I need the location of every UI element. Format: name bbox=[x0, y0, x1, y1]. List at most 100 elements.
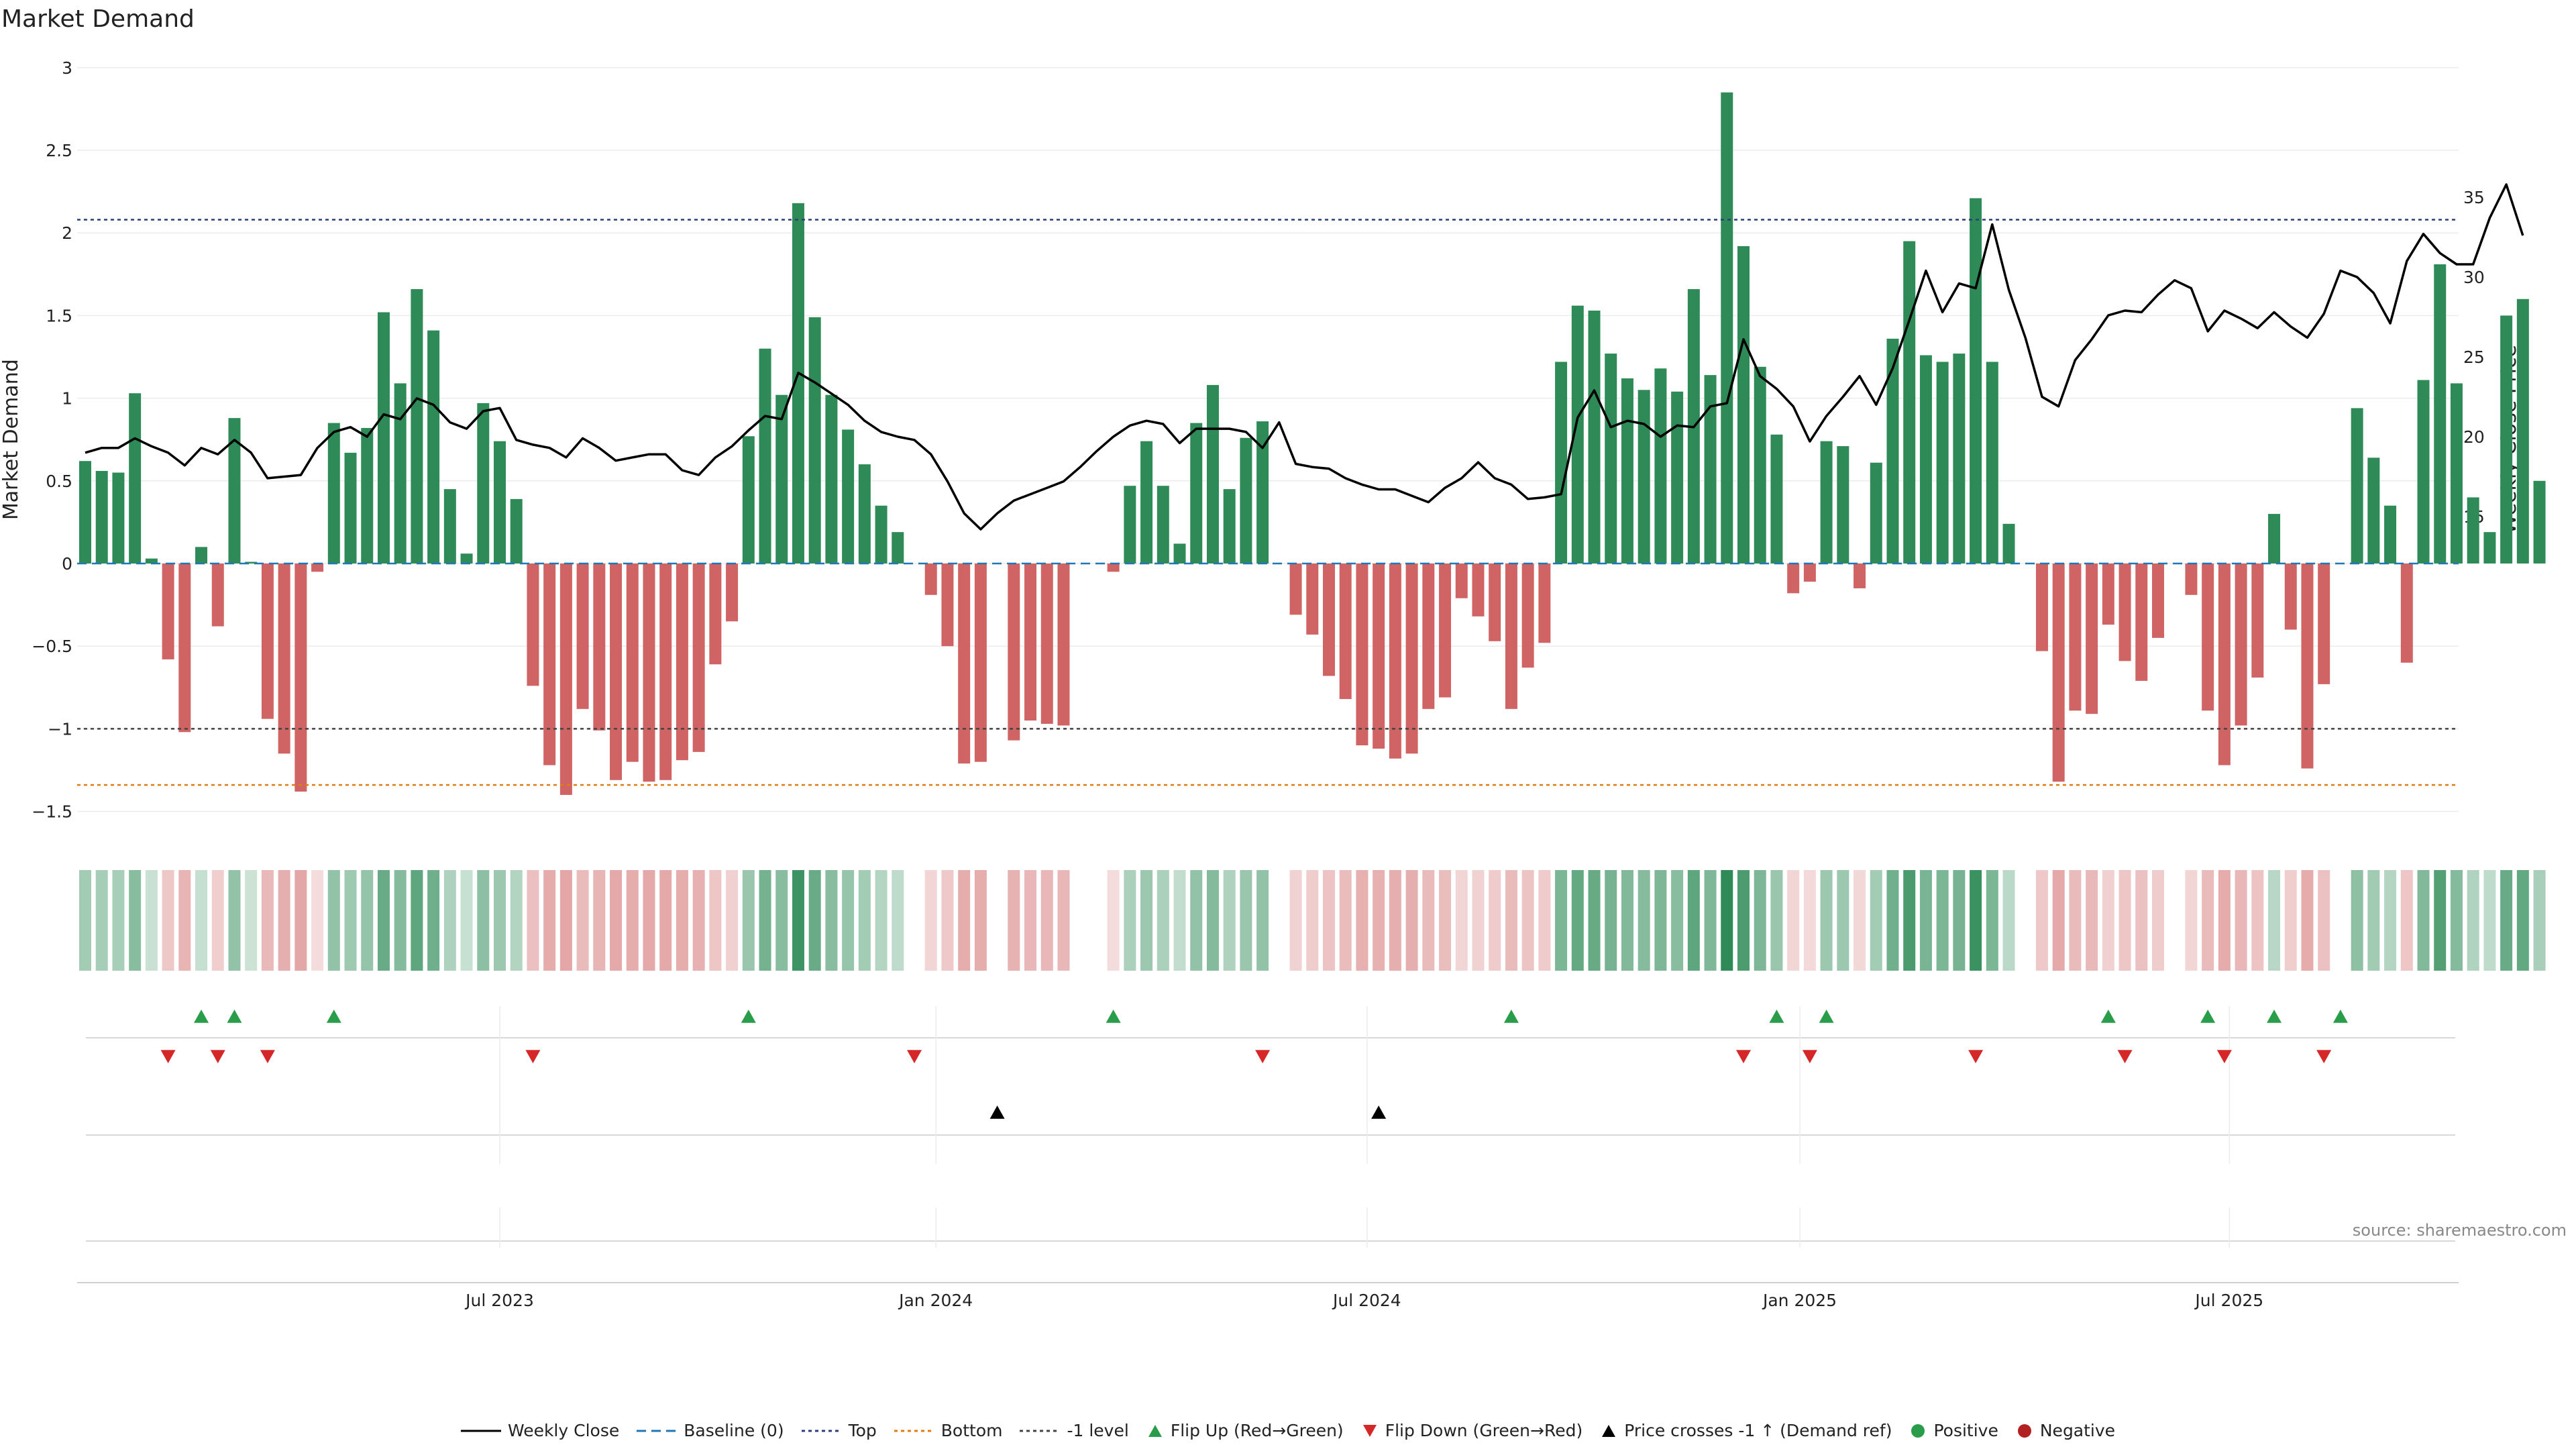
demand-heat-cell bbox=[361, 870, 373, 971]
demand-bar bbox=[743, 436, 755, 564]
demand-heat-cell bbox=[178, 870, 191, 971]
demand-bar bbox=[825, 395, 837, 564]
demand-heat-cell bbox=[444, 870, 456, 971]
y-tick-label: 2.5 bbox=[46, 141, 72, 160]
demand-bar bbox=[1190, 423, 1202, 564]
demand-heat-cell bbox=[1920, 870, 1932, 971]
demand-heat-cell bbox=[511, 870, 523, 971]
flip-up-marker bbox=[327, 1010, 341, 1023]
demand-bar bbox=[1439, 564, 1451, 698]
demand-bar bbox=[627, 564, 639, 762]
demand-heat-cell bbox=[2152, 870, 2164, 971]
demand-bar bbox=[1041, 564, 1053, 724]
flip-down-marker bbox=[2118, 1050, 2133, 1063]
demand-bar bbox=[328, 423, 340, 564]
y-tick-label: 0.5 bbox=[46, 472, 72, 491]
demand-bar bbox=[1340, 564, 1352, 699]
demand-heat-cell bbox=[494, 870, 506, 971]
legend-item: Flip Up (Red→Green) bbox=[1146, 1421, 1344, 1440]
demand-bar bbox=[494, 441, 506, 564]
demand-heat-cell bbox=[775, 870, 788, 971]
demand-bar bbox=[958, 564, 970, 763]
flip-up-marker bbox=[194, 1010, 209, 1023]
demand-heat-cell bbox=[411, 870, 423, 971]
demand-heat-cell bbox=[1754, 870, 1766, 971]
demand-bar bbox=[1240, 438, 1252, 564]
demand-bar bbox=[2069, 564, 2081, 710]
demand-heat-cell bbox=[2268, 870, 2280, 971]
legend-swatch-icon bbox=[637, 1422, 677, 1440]
demand-heat-cell bbox=[875, 870, 888, 971]
demand-heat-cell bbox=[2135, 870, 2147, 971]
demand-heat-cell bbox=[1688, 870, 1700, 971]
legend-swatch-icon bbox=[2016, 1422, 2033, 1440]
y-tick-label: 1.5 bbox=[46, 306, 72, 325]
demand-bar bbox=[643, 564, 655, 782]
demand-bar bbox=[212, 564, 224, 627]
demand-heat-cell bbox=[1787, 870, 1799, 971]
demand-bar bbox=[1970, 198, 1982, 564]
legend-swatch-icon bbox=[1909, 1422, 1927, 1440]
demand-heat-cell bbox=[693, 870, 705, 971]
demand-heat-cell bbox=[112, 870, 124, 971]
demand-bar bbox=[1621, 378, 1633, 564]
demand-heat-cell bbox=[1108, 870, 1120, 971]
demand-heat-cell bbox=[1008, 870, 1020, 971]
demand-bar bbox=[1505, 564, 1517, 709]
demand-heat-cell bbox=[212, 870, 224, 971]
demand-heat-cell bbox=[1605, 870, 1617, 971]
flip-down-marker bbox=[1968, 1050, 1983, 1063]
demand-heat-cell bbox=[593, 870, 605, 971]
demand-bar bbox=[2483, 532, 2496, 564]
demand-bar bbox=[1207, 385, 1219, 564]
demand-bar bbox=[875, 506, 888, 564]
demand-heat-cell bbox=[1190, 870, 1202, 971]
legend-item: Bottom bbox=[894, 1421, 1003, 1440]
demand-bar bbox=[2218, 564, 2231, 765]
demand-heat-cell bbox=[1389, 870, 1401, 971]
demand-heat-cell bbox=[1306, 870, 1318, 971]
demand-bar bbox=[2534, 481, 2546, 564]
demand-heat-cell bbox=[2069, 870, 2081, 971]
y-tick-label: 1 bbox=[62, 389, 72, 409]
demand-bar bbox=[543, 564, 555, 765]
demand-heat-cell bbox=[1041, 870, 1053, 971]
demand-heat-cell bbox=[2086, 870, 2098, 971]
demand-heat-cell bbox=[1422, 870, 1434, 971]
flip-down-marker bbox=[1255, 1050, 1270, 1063]
flip-down-marker bbox=[211, 1050, 225, 1063]
market-demand-chart: 32.521.510.50−0.5−1−1.5Market Demand3530… bbox=[0, 0, 2576, 1449]
demand-bar bbox=[2318, 564, 2330, 684]
demand-heat-cell bbox=[394, 870, 407, 971]
demand-heat-cell bbox=[1737, 870, 1750, 971]
demand-heat-cell bbox=[461, 870, 473, 971]
demand-bar bbox=[527, 564, 539, 686]
demand-bar bbox=[477, 403, 489, 564]
legend-item: Flip Down (Green→Red) bbox=[1361, 1421, 1583, 1440]
y-right-tick-label: 35 bbox=[2463, 188, 2485, 207]
demand-heat-cell bbox=[1555, 870, 1567, 971]
demand-bar bbox=[1638, 390, 1650, 564]
y-tick-label: 2 bbox=[62, 223, 72, 243]
demand-bar bbox=[129, 393, 141, 564]
demand-bar bbox=[1024, 564, 1036, 720]
demand-bar bbox=[96, 471, 108, 564]
demand-heat-cell bbox=[1240, 870, 1252, 971]
demand-heat-cell bbox=[2102, 870, 2114, 971]
flip-up-marker bbox=[2267, 1010, 2282, 1023]
flip-up-marker bbox=[741, 1010, 756, 1023]
demand-heat-cell bbox=[1886, 870, 1898, 971]
demand-heat-cell bbox=[2301, 870, 2313, 971]
demand-heat-cell bbox=[610, 870, 622, 971]
demand-bar bbox=[1140, 441, 1152, 564]
demand-heat-cell bbox=[2318, 870, 2330, 971]
demand-bar bbox=[1804, 564, 1816, 582]
legend-label: Baseline (0) bbox=[684, 1421, 784, 1440]
demand-bar bbox=[378, 312, 390, 564]
demand-bar bbox=[2135, 564, 2147, 681]
legend-label: Bottom bbox=[941, 1421, 1003, 1440]
demand-bar bbox=[809, 317, 821, 564]
demand-heat-cell bbox=[842, 870, 854, 971]
demand-bar bbox=[1821, 441, 1833, 564]
demand-bar bbox=[2301, 564, 2313, 769]
